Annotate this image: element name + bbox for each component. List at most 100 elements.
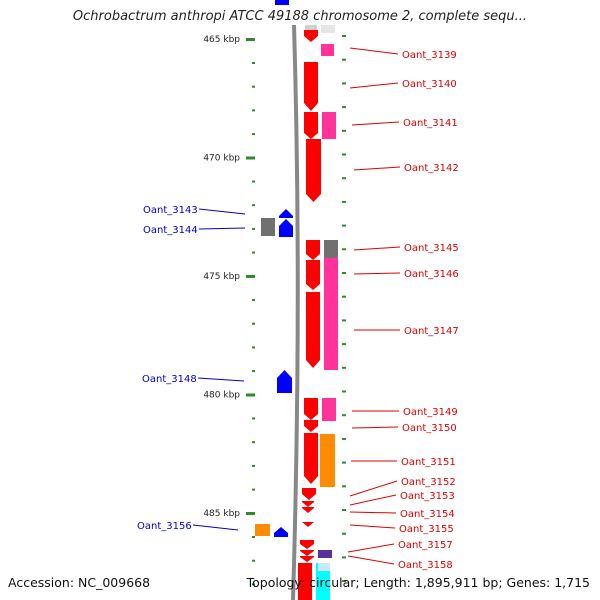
- gene-label-oant_3153[interactable]: Oant_3153: [400, 491, 455, 502]
- sequence-title: Ochrobactrum anthropi ATCC 49188 chromos…: [72, 9, 528, 24]
- ruler-minor-tick: [252, 464, 255, 467]
- gene-box[interactable]: [321, 44, 334, 56]
- gene-box[interactable]: [318, 550, 332, 558]
- right-minor-tick: [342, 177, 346, 180]
- gene-arrow[interactable]: [277, 370, 292, 393]
- gene-arrow[interactable]: [304, 112, 318, 139]
- right-minor-tick: [342, 295, 346, 298]
- gene-arrow[interactable]: [302, 501, 314, 507]
- right-minor-tick: [342, 272, 346, 274]
- gene-arrow[interactable]: [300, 550, 314, 556]
- ruler-label: 480 kbp: [203, 391, 240, 401]
- gene-label-oant_3155[interactable]: Oant_3155: [399, 524, 454, 535]
- right-minor-tick: [342, 224, 346, 227]
- ruler-label: 475 kbp: [203, 272, 240, 282]
- gene-box[interactable]: [322, 112, 336, 139]
- ruler-minor-tick: [252, 370, 255, 373]
- ruler-label: 485 kbp: [203, 509, 240, 519]
- gene-arrow[interactable]: [302, 488, 316, 500]
- right-minor-tick: [342, 153, 346, 156]
- gene-label-oant_3150[interactable]: Oant_3150: [402, 423, 457, 434]
- gene-label-oant_3142[interactable]: Oant_3142: [404, 163, 459, 174]
- right-minor-tick: [342, 485, 346, 488]
- gene-box[interactable]: [255, 524, 270, 536]
- gene-label-oant_3158[interactable]: Oant_3158: [398, 560, 453, 571]
- gene-leader-line: [349, 47, 399, 55]
- gene-arrow[interactable]: [306, 260, 320, 290]
- ruler-minor-tick: [252, 85, 255, 88]
- gene-arrow[interactable]: [304, 398, 318, 420]
- gene-arrow[interactable]: [304, 420, 318, 432]
- gene-box[interactable]: [324, 240, 338, 258]
- gene-leader-line: [198, 227, 246, 230]
- right-minor-tick: [342, 556, 346, 559]
- gene-box[interactable]: [298, 563, 312, 600]
- gene-arrow[interactable]: [279, 209, 293, 218]
- gene-label-oant_3146[interactable]: Oant_3146: [404, 269, 459, 280]
- gene-label-oant_3140[interactable]: Oant_3140: [402, 79, 457, 90]
- ruler-minor-tick: [252, 441, 255, 444]
- gene-label-oant_3139[interactable]: Oant_3139: [402, 50, 457, 61]
- gene-box[interactable]: [261, 218, 275, 236]
- right-minor-tick: [342, 461, 346, 464]
- gene-leader-line: [351, 426, 399, 429]
- gene-label-oant_3147[interactable]: Oant_3147: [404, 326, 459, 337]
- gene-arrow[interactable]: [300, 540, 314, 549]
- gene-arrow[interactable]: [304, 62, 318, 111]
- right-minor-tick: [342, 580, 346, 583]
- gene-leader-line: [349, 82, 399, 89]
- gene-label-oant_3157[interactable]: Oant_3157: [398, 540, 453, 551]
- gene-box[interactable]: [324, 258, 338, 370]
- right-minor-tick: [342, 390, 346, 393]
- gene-label-oant_3156[interactable]: Oant_3156: [137, 521, 192, 532]
- right-minor-tick: [342, 106, 346, 109]
- gene-label-oant_3149[interactable]: Oant_3149: [403, 407, 458, 418]
- gene-leader-line: [351, 121, 400, 126]
- gene-label-oant_3154[interactable]: Oant_3154: [400, 509, 455, 520]
- gene-arrow[interactable]: [274, 527, 288, 537]
- gene-label-oant_3145[interactable]: Oant_3145: [404, 243, 459, 254]
- gene-arrow[interactable]: [300, 556, 314, 562]
- ruler-minor-tick: [252, 583, 255, 586]
- gene-label-oant_3152[interactable]: Oant_3152: [401, 477, 456, 488]
- gene-arrow[interactable]: [306, 292, 320, 368]
- gene-arrow[interactable]: [302, 507, 314, 513]
- right-minor-tick: [342, 200, 346, 203]
- ruler-major-tick: [246, 275, 255, 278]
- gene-leader-line: [349, 524, 396, 529]
- gene-fragment-top: [321, 25, 335, 33]
- gene-arrow[interactable]: [302, 522, 314, 527]
- ruler-minor-tick: [252, 417, 255, 420]
- ruler-minor-tick: [252, 133, 255, 136]
- gene-arrow[interactable]: [306, 240, 320, 260]
- right-minor-tick: [342, 248, 346, 251]
- gene-fragment-top: [275, 0, 289, 5]
- topology-label: Topology: circular; Length: 1,895,911 bp…: [246, 575, 590, 590]
- right-minor-tick: [342, 35, 346, 37]
- gene-label-oant_3148[interactable]: Oant_3148: [142, 374, 197, 385]
- gene-arrow[interactable]: [304, 30, 318, 42]
- gene-arrow[interactable]: [304, 433, 318, 484]
- right-minor-tick: [342, 414, 346, 417]
- gene-box[interactable]: [320, 434, 335, 487]
- gene-arrow[interactable]: [306, 139, 321, 202]
- ruler-minor-tick: [252, 180, 255, 183]
- ruler-major-tick: [246, 156, 255, 160]
- gene-label-oant_3141[interactable]: Oant_3141: [403, 118, 458, 129]
- right-minor-tick: [342, 532, 346, 535]
- ruler-minor-tick: [252, 346, 255, 349]
- gene-label-oant_3144[interactable]: Oant_3144: [143, 225, 198, 236]
- gene-box[interactable]: [318, 563, 330, 571]
- ruler-major-tick: [246, 512, 255, 515]
- gene-leader-line: [349, 511, 397, 514]
- gene-arrow[interactable]: [279, 219, 293, 237]
- ruler-minor-tick: [252, 322, 255, 325]
- gene-box[interactable]: [316, 563, 330, 600]
- gene-fragment-top: [305, 25, 317, 33]
- gene-leader-line: [347, 555, 395, 565]
- gene-label-oant_3143[interactable]: Oant_3143: [143, 205, 198, 216]
- gene-box[interactable]: [322, 398, 336, 421]
- gene-label-oant_3151[interactable]: Oant_3151: [401, 457, 456, 468]
